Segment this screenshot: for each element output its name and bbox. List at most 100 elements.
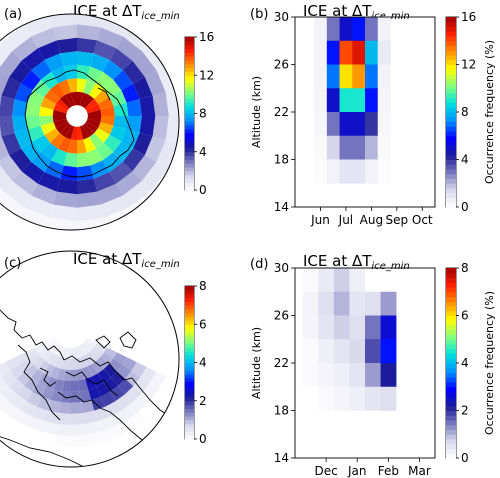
colorbar-b-segment <box>446 169 456 175</box>
colorbar-c-segment <box>185 286 194 291</box>
map-a-cell <box>139 116 156 137</box>
colorbar-d-segment <box>446 358 456 364</box>
colorbar-d-segment <box>446 306 456 312</box>
colorbar-b-segment <box>446 159 456 165</box>
map-a-cell <box>86 148 103 166</box>
colorbar-a-segment <box>185 155 194 160</box>
heatmap-cell <box>326 135 340 160</box>
map-c-cell <box>85 431 104 446</box>
x-tick-label: Dec <box>314 464 337 478</box>
map-a-cell <box>133 76 153 100</box>
heatmap-cell <box>380 291 397 316</box>
map-a-cell <box>31 152 52 173</box>
colorbar-b-segment <box>446 36 456 42</box>
map-c-cell <box>85 337 98 347</box>
colorbar-b-segment <box>446 74 456 80</box>
colorbar-a-segment <box>185 63 194 69</box>
map-a-cell <box>67 78 77 93</box>
map-a-cell <box>51 148 68 166</box>
map-a-cell <box>77 191 101 208</box>
colorbar-c-tick-label: 4 <box>199 356 207 370</box>
map-c-cell <box>75 346 83 358</box>
map-a-cell <box>21 48 45 71</box>
map-c-cell <box>43 363 55 377</box>
colorbar-c-segment <box>185 339 194 344</box>
heatmap-cell <box>314 17 328 42</box>
map-c-cell <box>124 386 142 403</box>
colorbar-a-segment <box>185 163 194 168</box>
heatmap-cell <box>349 363 366 388</box>
heatmap-cell <box>377 135 391 160</box>
map-a-cell <box>0 161 13 191</box>
map-c-cell <box>9 394 27 411</box>
heatmap-cell <box>302 315 319 340</box>
x-tick-label: Mar <box>408 464 431 478</box>
colorbar-d-segment <box>446 315 456 321</box>
colorbar-c-segment <box>185 423 194 429</box>
map-a-cell <box>121 83 140 103</box>
map-c-cell <box>54 356 64 369</box>
colorbar-c-gradient <box>185 286 194 440</box>
map-a-cell <box>116 36 142 61</box>
panel-a-title-sub: ice_min <box>141 11 179 22</box>
colorbar-a-segment <box>185 56 194 61</box>
map-a-cell <box>53 118 68 129</box>
map-c-cell <box>113 352 127 365</box>
heatmap-cell <box>318 363 335 388</box>
colorbar-b-tick-label: 12 <box>461 58 476 72</box>
map-a-cell <box>53 24 77 41</box>
map-a-cell <box>121 129 140 149</box>
colorbar-b-segment <box>446 116 456 122</box>
colorbar-d-ticks: 0 2 4 6 8 <box>456 261 469 465</box>
colorbar-d-tick-label: 2 <box>461 404 469 418</box>
map-a-cell <box>63 64 77 80</box>
map-c-cell <box>62 380 71 392</box>
heatmap-cell <box>318 291 335 316</box>
heatmap-cell <box>333 268 350 293</box>
map-c-cell <box>57 413 71 425</box>
colorbar-c-segment <box>185 324 194 329</box>
map-a-cell <box>77 24 101 41</box>
heatmap-cell <box>326 112 340 137</box>
heatmap-cell <box>377 112 391 137</box>
map-c-cell <box>56 424 71 436</box>
heatmap-cell <box>365 88 379 113</box>
map-a-cell <box>79 125 90 140</box>
map-c-cell <box>82 354 93 367</box>
map-a-cell <box>39 116 54 126</box>
map-c-cell <box>82 342 93 353</box>
colorbar-a-tick-label: 12 <box>199 68 214 82</box>
map-a-cell <box>59 94 72 109</box>
heatmap-cell <box>365 339 381 364</box>
map-a-cell <box>37 40 61 60</box>
map-c-cell <box>44 337 57 347</box>
panel-a: (a) ICE at ΔTice_min <box>0 2 180 231</box>
colorbar-c-segment <box>185 431 194 436</box>
map-c-cell <box>105 401 122 417</box>
colorbar-b-ticks: 0 4 8 12 16 <box>456 10 476 214</box>
map-c-border <box>0 250 180 468</box>
map-a-cell <box>59 123 72 138</box>
heatmap-cell <box>302 268 319 293</box>
map-a-cell <box>31 183 57 205</box>
map-a-cell <box>100 106 115 116</box>
map-c-cell <box>50 366 60 380</box>
colorbar-a-segment <box>185 132 194 137</box>
heatmap-cell <box>326 40 340 65</box>
colorbar-d-segment <box>446 429 456 435</box>
map-c-cell <box>132 393 150 412</box>
map-a-cell <box>103 79 122 98</box>
map-c-cell <box>59 357 67 370</box>
heatmap-cell <box>352 135 366 160</box>
colorbar-c-segment <box>185 351 194 356</box>
map-c-cell <box>110 371 126 386</box>
colorbar-a-segment <box>185 86 194 92</box>
heatmap-cell <box>349 268 366 293</box>
colorbar-a-segment <box>185 98 194 103</box>
map-a-cell <box>53 191 77 208</box>
map-a-cell <box>132 51 157 77</box>
map-a-cell <box>53 103 68 114</box>
map-c-cell <box>73 347 79 359</box>
colorbar-c-segment <box>185 335 194 341</box>
map-c-cell <box>41 421 58 435</box>
